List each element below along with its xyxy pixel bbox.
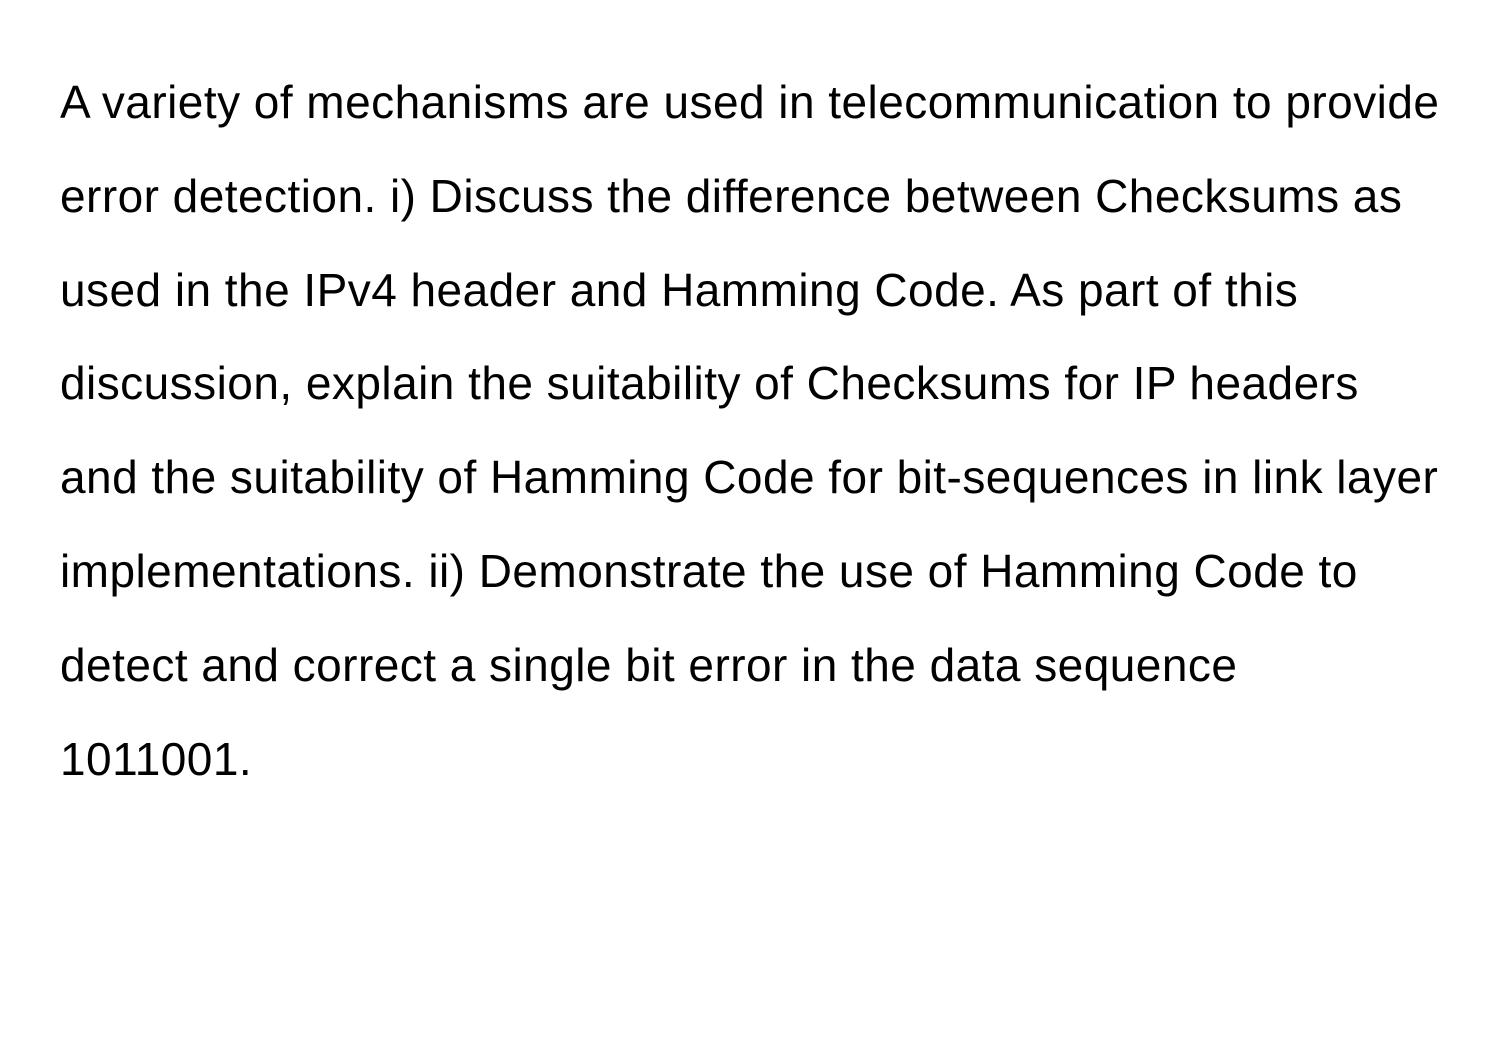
question-text: A variety of mechanisms are used in tele… — [60, 56, 1440, 807]
